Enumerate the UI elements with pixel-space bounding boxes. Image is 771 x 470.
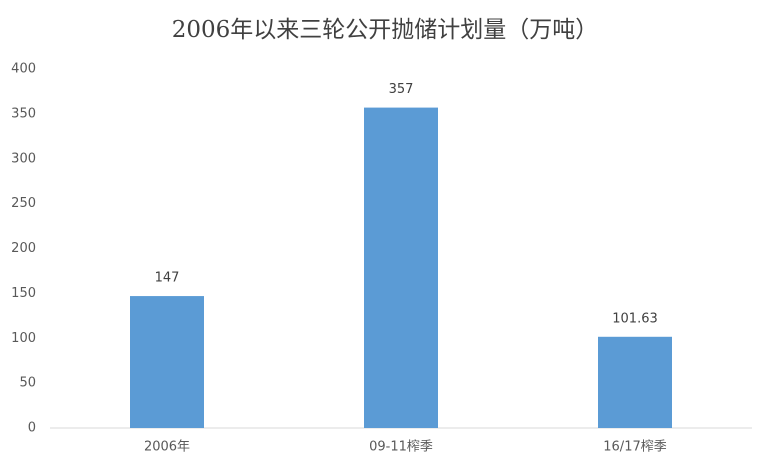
y-tick-label: 50 bbox=[19, 376, 36, 391]
x-tick-label: 09-11榨季 bbox=[369, 439, 433, 455]
data-label: 357 bbox=[389, 82, 414, 97]
x-tick-label: 2006年 bbox=[144, 440, 190, 455]
bar bbox=[598, 336, 672, 428]
y-tick-label: 300 bbox=[11, 151, 36, 166]
y-tick-label: 250 bbox=[11, 196, 36, 211]
bar bbox=[364, 107, 438, 428]
bar bbox=[130, 296, 204, 428]
y-tick-label: 400 bbox=[11, 62, 36, 77]
chart-title: 2006年以来三轮公开抛储计划量（万吨） bbox=[172, 17, 599, 43]
y-tick-label: 350 bbox=[11, 106, 36, 121]
y-tick-label: 100 bbox=[11, 331, 36, 346]
y-tick-label: 150 bbox=[11, 286, 36, 301]
data-label: 147 bbox=[155, 271, 180, 286]
y-tick-label: 0 bbox=[28, 421, 36, 436]
x-tick-label: 16/17榨季 bbox=[603, 439, 666, 455]
y-tick-label: 200 bbox=[11, 241, 36, 256]
data-label: 101.63 bbox=[612, 311, 658, 326]
